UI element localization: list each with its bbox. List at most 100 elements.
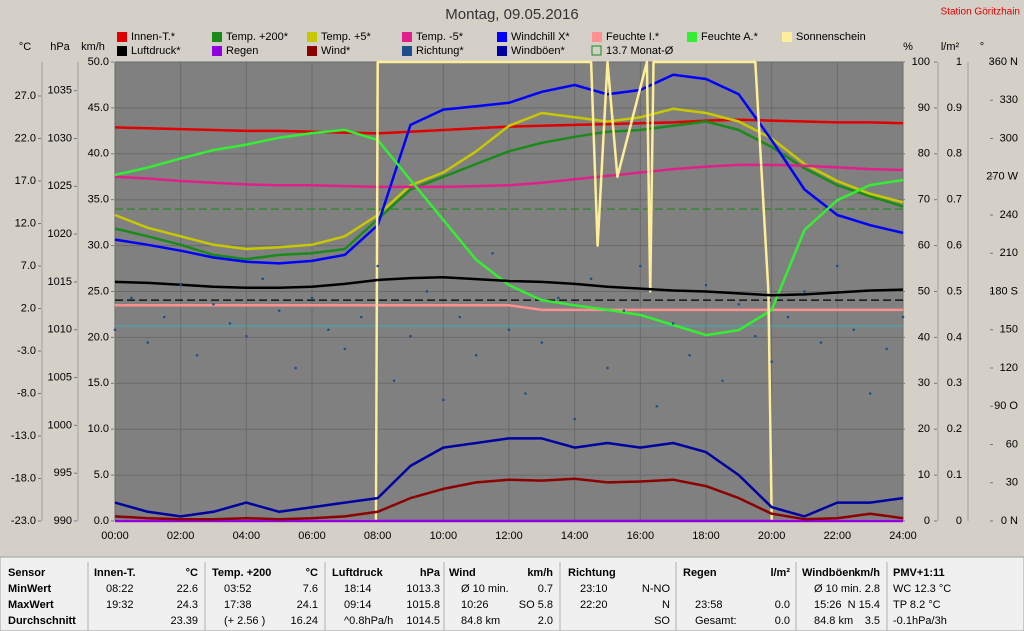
x-tick-label: 14:00 [561, 530, 589, 542]
y-tick-label: 1 [956, 56, 962, 68]
y-tick-label: 12.0 [15, 217, 36, 229]
table-cell: 3.5 [865, 615, 880, 627]
direction-dot [376, 264, 379, 268]
y-tick-label: 30 [918, 377, 930, 389]
direction-dot [327, 328, 330, 332]
direction-dot [162, 315, 166, 319]
y-tick-label: 20.0 [88, 331, 109, 343]
y-tick-label: 270 W [986, 171, 1018, 183]
direction-dot [179, 283, 182, 287]
y-tick-label: 40 [918, 331, 930, 343]
y-tick-label: 5.0 [94, 469, 109, 481]
table-cell: TP 8.2 °C [893, 599, 941, 611]
y-tick-label: 330 [1000, 94, 1018, 106]
legend-swatch [497, 32, 507, 42]
y-tick-label: 1025 [48, 180, 72, 192]
y-tick-label: 45.0 [88, 102, 109, 114]
table-cell: Ø 10 min. [461, 583, 509, 595]
direction-dot [113, 328, 117, 332]
direction-dot [310, 296, 314, 300]
table-unit: °C [306, 567, 318, 579]
y-tick-label: 7.0 [21, 260, 36, 272]
table-cell: 0.0 [775, 599, 790, 611]
legend-label: Feuchte A.* [701, 31, 759, 43]
direction-dot [540, 341, 544, 344]
legend-swatch [307, 46, 317, 56]
legend-label: Luftdruck* [131, 45, 181, 57]
x-tick-label: 08:00 [364, 530, 392, 542]
x-tick-label: 22:00 [824, 530, 852, 542]
legend-swatch [687, 32, 697, 42]
axis-unit: % [903, 41, 913, 53]
table-cell: Gesamt: [695, 615, 737, 627]
legend-swatch [497, 46, 507, 56]
table-cell: 1014.5 [406, 615, 440, 627]
axis-unit: ° [980, 41, 984, 53]
table-cell: 24.3 [177, 599, 198, 611]
y-tick-label: 1015 [48, 276, 72, 288]
legend-label: Sonnenschein [796, 31, 866, 43]
x-tick-label: 20:00 [758, 530, 786, 542]
table-cell: 0.0 [775, 615, 790, 627]
y-tick-label: 120 [1000, 362, 1018, 374]
direction-dot [688, 353, 691, 357]
x-tick-label: 00:00 [101, 530, 129, 542]
axis-unit: l/m² [941, 41, 960, 53]
legend-label: Temp. +200* [226, 31, 289, 43]
y-tick-label: 240 [1000, 209, 1018, 221]
y-tick-label: 0.0 [94, 515, 109, 527]
y-tick-label: 0.3 [947, 377, 962, 389]
table-unit: hPa [420, 567, 441, 579]
series-line [114, 437, 904, 518]
y-tick-label: 0 [924, 515, 930, 527]
row-label: MinWert [8, 583, 52, 595]
axis-unit: km/h [81, 41, 105, 53]
table-cell: 2.0 [538, 615, 553, 627]
direction-dot [212, 302, 215, 306]
direction-dot [507, 328, 511, 332]
legend-swatch [402, 46, 412, 56]
direction-dot [803, 290, 806, 293]
y-tick-label: 90 [918, 102, 930, 114]
y-tick-label: 30 [1006, 477, 1018, 489]
legend-label: Temp. +5* [321, 31, 372, 43]
direction-dot [359, 315, 363, 319]
series-line [114, 275, 904, 297]
y-tick-label: 15.0 [88, 377, 109, 389]
y-tick-label: 0.5 [947, 285, 962, 297]
x-tick-label: 18:00 [692, 530, 720, 542]
series-line [115, 60, 903, 523]
x-tick-label: 04:00 [233, 530, 261, 542]
table-header: Regen [683, 567, 717, 579]
direction-dot [425, 290, 429, 293]
table-header: Wind [449, 567, 476, 579]
y-tick-label: -8.0 [17, 387, 36, 399]
y-tick-label: 35.0 [88, 194, 109, 206]
table-cell: 09:14 [344, 599, 372, 611]
direction-dot [474, 353, 478, 357]
y-tick-label: 0.4 [947, 331, 962, 343]
direction-dot [130, 296, 133, 300]
legend-label: Windböen* [511, 45, 566, 57]
table-header: Sensor [8, 567, 46, 579]
y-tick-label: 0.7 [947, 194, 962, 206]
table-cell: 03:52 [224, 583, 252, 595]
direction-dot [737, 302, 741, 306]
table-cell: 2.8 [865, 583, 880, 595]
direction-dot [770, 360, 773, 363]
y-tick-label: -23.0 [11, 515, 36, 527]
series-line [114, 163, 904, 189]
y-tick-label: 60 [1006, 438, 1018, 450]
legend-swatch [212, 46, 222, 56]
y-tick-label: 22.0 [15, 132, 36, 144]
table-unit: km/h [527, 567, 553, 579]
table-cell: Ø 10 min. [814, 583, 862, 595]
table-header: Temp. +200 [212, 567, 271, 579]
y-tick-label: 80 [918, 148, 930, 160]
direction-dot [524, 392, 527, 395]
y-tick-label: 60 [918, 240, 930, 252]
legend-swatch [592, 32, 602, 42]
y-tick-label: 0.8 [947, 148, 962, 160]
table-unit: l/m² [770, 567, 790, 579]
